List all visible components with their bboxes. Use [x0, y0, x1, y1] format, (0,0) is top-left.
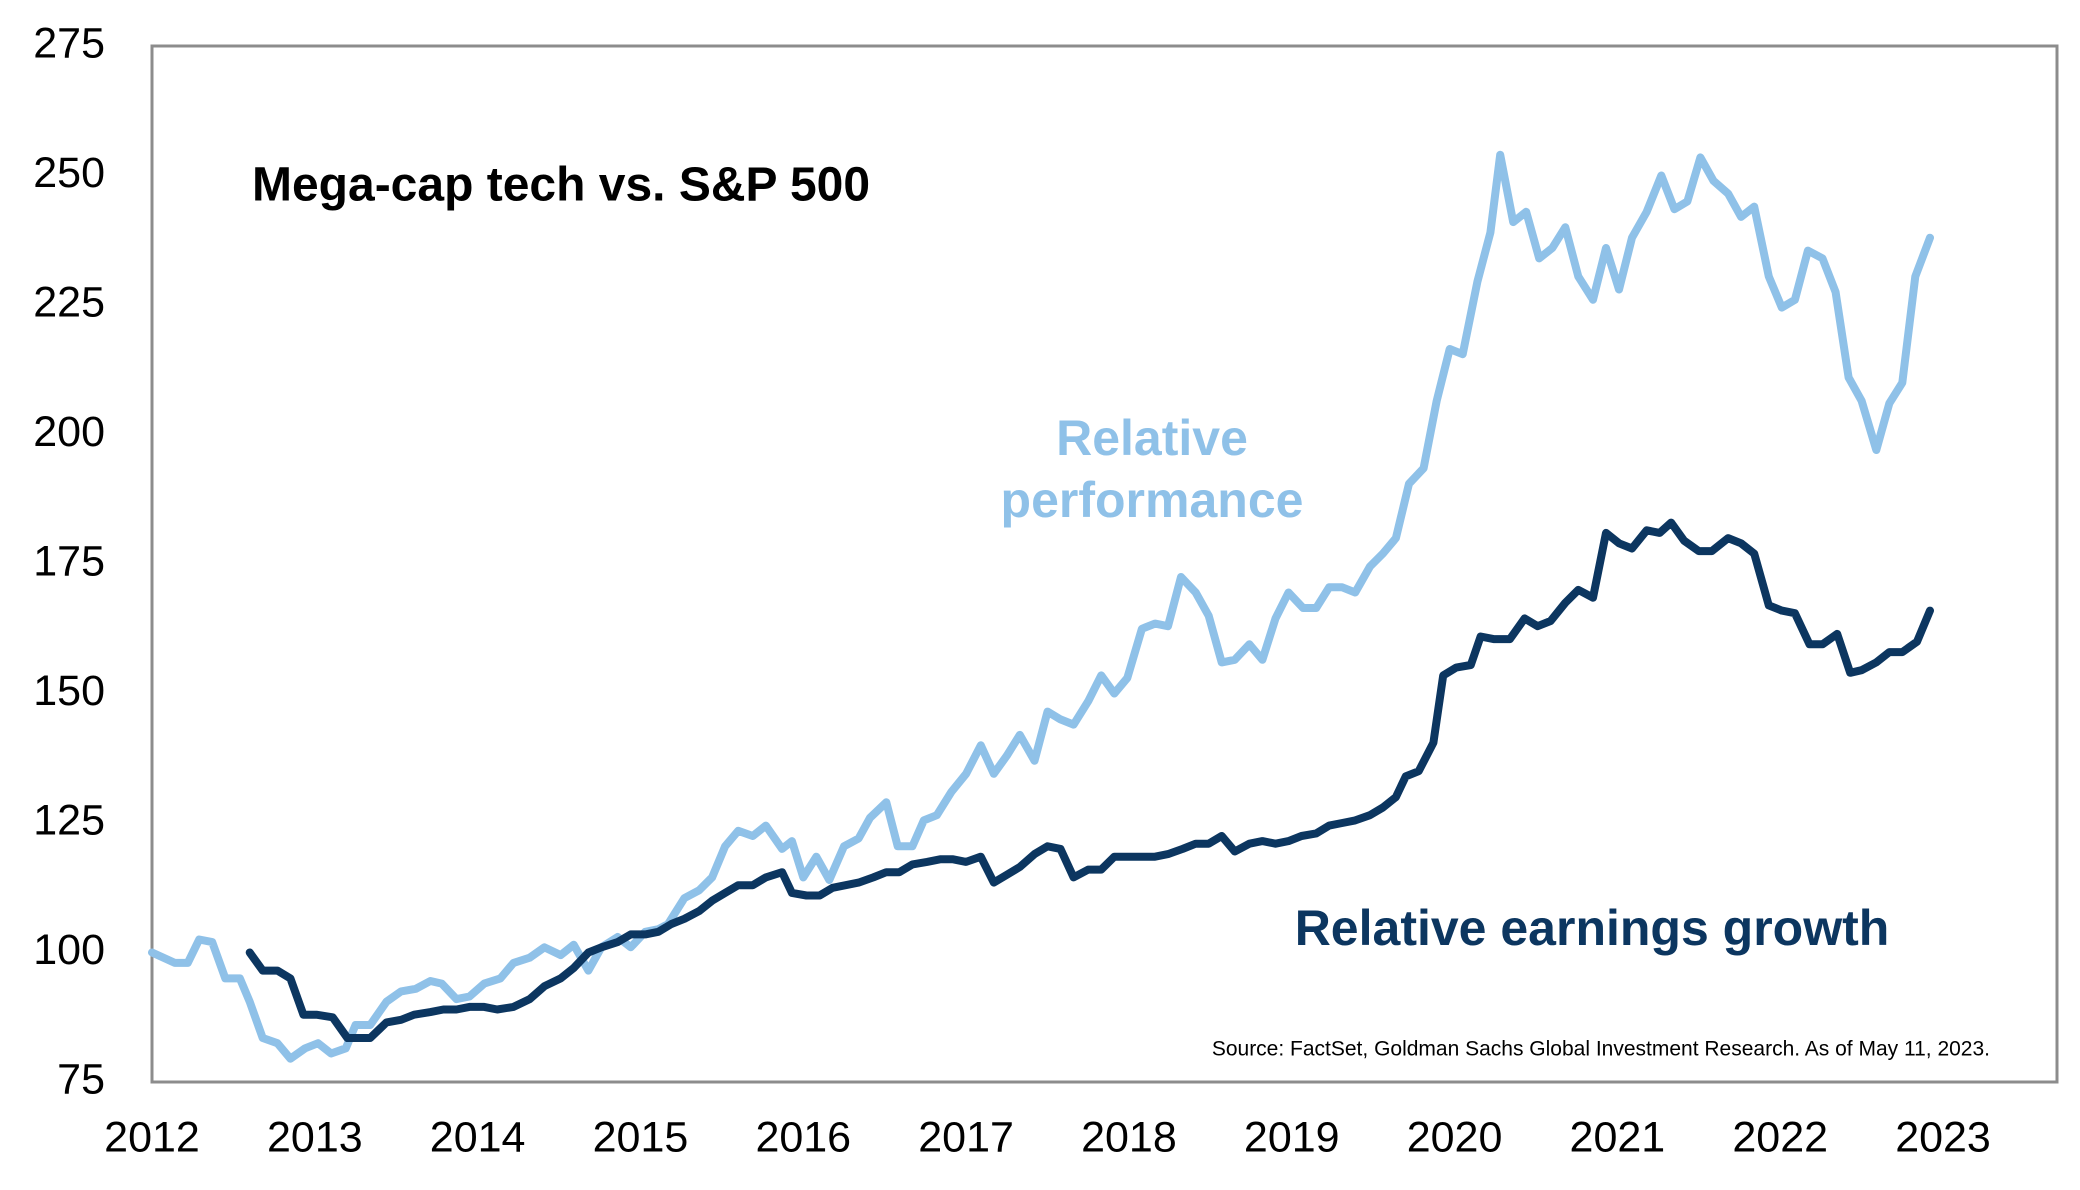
y-tick-label: 100: [33, 926, 105, 974]
y-tick-label: 75: [57, 1055, 105, 1103]
data-line: [148, 150, 1934, 1063]
source-note: Source: FactSet, Goldman Sachs Global In…: [1212, 1038, 1990, 1061]
series-label: Relative: [1056, 410, 1248, 466]
y-tick-label: 225: [33, 278, 105, 326]
x-tick-label: 2021: [1570, 1113, 1666, 1161]
y-tick-label: 125: [33, 796, 105, 844]
series-label: Relative earnings growth: [1295, 900, 1890, 956]
x-tick-label: 2020: [1407, 1113, 1503, 1161]
series-label: performance: [1001, 472, 1304, 528]
x-tick-label: 2016: [755, 1113, 851, 1161]
x-tick-label: 2022: [1732, 1113, 1828, 1161]
y-tick-label: 275: [33, 19, 105, 67]
y-tick-label: 150: [33, 667, 105, 715]
x-tick-label: 2014: [430, 1113, 526, 1161]
y-tick-label: 200: [33, 408, 105, 456]
chart-title: Mega-cap tech vs. S&P 500: [252, 159, 870, 212]
x-tick-label: 2019: [1244, 1113, 1340, 1161]
x-tick-label: 2023: [1895, 1113, 1991, 1161]
y-tick-label: 175: [33, 537, 105, 585]
x-tick-label: 2017: [918, 1113, 1014, 1161]
plot-frame: [150, 44, 2059, 1084]
y-tick-label: 250: [33, 149, 105, 197]
x-tick-label: 2012: [104, 1113, 200, 1161]
data-line: [245, 518, 1934, 1042]
x-tick-label: 2013: [267, 1113, 363, 1161]
x-tick-label: 2018: [1081, 1113, 1177, 1161]
x-tick-label: 2015: [593, 1113, 689, 1161]
